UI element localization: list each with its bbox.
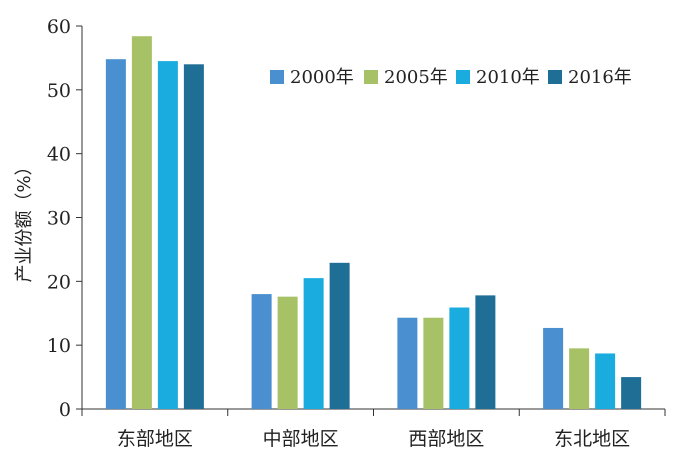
y-tick-label: 30 [47, 208, 71, 230]
bar-1-2 [303, 278, 324, 409]
legend-swatch [270, 70, 284, 84]
legend-label: 2005年 [384, 67, 448, 88]
legend-swatch [548, 70, 562, 84]
bar-2-3 [475, 295, 496, 409]
bar-1-3 [329, 262, 350, 409]
axes: 0 10 20 30 40 50 60 东部地区 中部地区 西部地区 东北地区 [47, 16, 666, 450]
bar-2-2 [449, 307, 470, 409]
bar-2-1 [423, 317, 444, 409]
bar-1-0 [251, 294, 272, 409]
y-tick-label: 60 [47, 16, 71, 38]
bars [105, 36, 642, 410]
legend: 2000年 2005年 2010年 2016年 [270, 67, 632, 88]
x-tick-label: 中部地区 [263, 428, 339, 450]
y-axis-label: 产业份额（%） [14, 157, 35, 282]
bar-0-2 [157, 61, 178, 409]
bar-3-3 [621, 377, 642, 409]
legend-label: 2010年 [476, 67, 540, 88]
bar-0-0 [105, 59, 126, 410]
bar-2-0 [397, 317, 418, 409]
y-tick-label: 40 [47, 144, 71, 166]
bar-3-1 [569, 348, 590, 409]
y-tick-label: 10 [47, 335, 71, 357]
legend-label: 2016年 [568, 67, 632, 88]
x-tick-label: 西部地区 [408, 428, 484, 450]
y-tick-label: 0 [59, 399, 71, 421]
bar-0-1 [131, 36, 152, 410]
bar-1-1 [277, 296, 298, 409]
legend-swatch [364, 70, 378, 84]
x-tick-label: 东部地区 [117, 428, 193, 450]
y-tick-label: 20 [47, 271, 71, 293]
y-tick-label: 50 [47, 80, 71, 102]
legend-swatch [456, 70, 470, 84]
legend-label: 2000年 [290, 67, 354, 88]
bar-0-3 [183, 64, 204, 410]
x-tick-label: 东北地区 [554, 428, 630, 450]
bar-3-0 [543, 327, 564, 409]
bar-3-2 [595, 353, 616, 409]
